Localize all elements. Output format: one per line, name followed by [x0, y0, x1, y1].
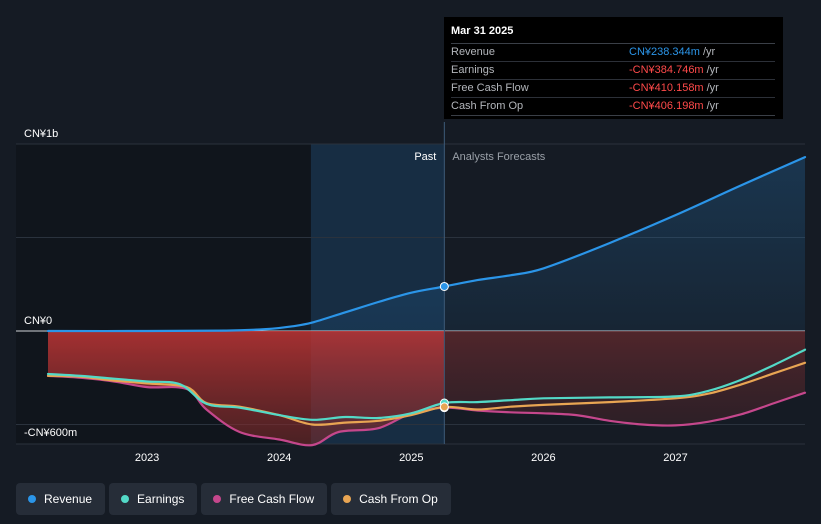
negative-area-forecast	[444, 331, 805, 426]
past-label: Past	[414, 151, 436, 163]
y-axis-label: CN¥0	[24, 315, 52, 327]
tooltip-row-earnings: Earnings -CN¥384.746m /yr	[451, 62, 775, 80]
earnings-line	[46, 348, 807, 421]
x-axis-label: 2023	[135, 452, 159, 464]
tooltip-unit: /yr	[706, 82, 719, 94]
tooltip-unit: /yr	[706, 100, 719, 112]
tooltip-row-free-cash-flow: Free Cash Flow -CN¥410.158m /yr	[451, 80, 775, 98]
tooltip-label: Revenue	[451, 46, 496, 58]
free-cash-flow-line	[46, 374, 807, 447]
cash-from-op-marker	[439, 402, 449, 412]
legend-label: Revenue	[44, 492, 93, 506]
legend-dot-icon	[28, 495, 36, 503]
cash-from-op-line	[46, 361, 807, 426]
tooltip-label: Earnings	[451, 64, 495, 76]
tooltip-value: CN¥238.344m	[629, 46, 700, 58]
legend-item-revenue[interactable]: Revenue	[16, 483, 106, 515]
revenue-marker	[439, 281, 449, 291]
legend-item-earnings[interactable]: Earnings	[109, 483, 198, 515]
tooltip-value: -CN¥410.158m	[629, 82, 704, 94]
legend-label: Cash From Op	[359, 492, 438, 506]
y-axis-label: -CN¥600m	[24, 427, 77, 439]
x-axis-label: 2026	[531, 452, 555, 464]
legend-item-free-cash-flow[interactable]: Free Cash Flow	[201, 483, 328, 515]
tooltip: Mar 31 2025 Revenue CN¥238.344m /yr Earn…	[444, 17, 783, 119]
legend-dot-icon	[121, 495, 130, 503]
tooltip-value: -CN¥406.198m	[629, 100, 704, 112]
tooltip-row-revenue: Revenue CN¥238.344m /yr	[451, 44, 775, 62]
y-axis-label: CN¥1b	[24, 128, 58, 140]
forecast-label: Analysts Forecasts	[452, 151, 545, 163]
legend: Revenue Earnings Free Cash Flow Cash Fro…	[16, 483, 451, 515]
tooltip-row-cash-from-op: Cash From Op -CN¥406.198m /yr	[451, 98, 775, 116]
x-axis-label: 2024	[267, 452, 291, 464]
legend-label: Earnings	[137, 492, 185, 506]
tooltip-unit: /yr	[706, 64, 719, 76]
x-axis-label: 2027	[663, 452, 687, 464]
tooltip-unit: /yr	[702, 46, 716, 58]
revenue-line	[46, 156, 807, 333]
tooltip-value: -CN¥384.746m	[629, 64, 704, 76]
tooltip-label: Free Cash Flow	[451, 82, 529, 94]
revenue-area	[48, 157, 805, 332]
tooltip-label: Cash From Op	[451, 100, 524, 112]
legend-dot-icon	[343, 495, 352, 503]
legend-dot-icon	[213, 495, 222, 503]
legend-item-cash-from-op[interactable]: Cash From Op	[331, 483, 451, 515]
tooltip-date: Mar 31 2025	[451, 24, 775, 44]
x-axis-label: 2025	[399, 452, 423, 464]
legend-label: Free Cash Flow	[229, 492, 315, 506]
